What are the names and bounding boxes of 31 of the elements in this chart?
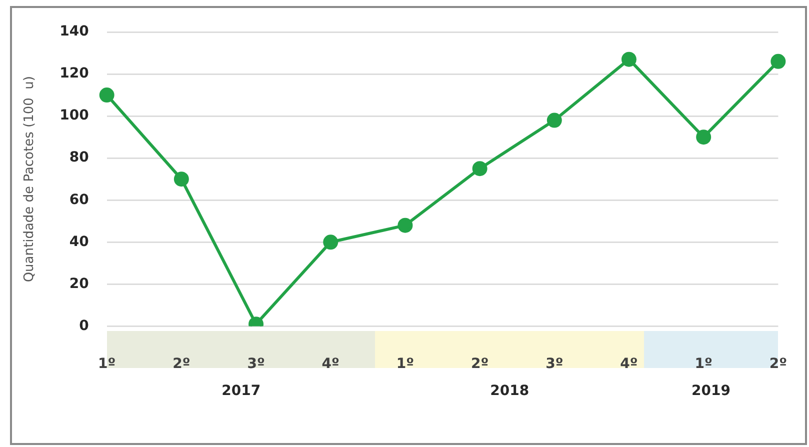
point (546, 112, 562, 128)
y-tick-label: 40 (69, 234, 90, 250)
x-tick-label: 3º (247, 356, 265, 372)
x-tick-label: 2º (470, 356, 489, 372)
y-tick-label: 140 (60, 24, 90, 40)
point (770, 54, 786, 69)
x-tick-label: 1º (98, 356, 116, 372)
point (472, 161, 488, 176)
point (621, 52, 636, 67)
y-tick-label: 20 (69, 276, 90, 292)
point (323, 234, 338, 250)
point (696, 130, 712, 145)
text: 2017 (220, 383, 262, 400)
x-tick-label: 4º (620, 356, 638, 372)
text: 2019 (690, 383, 732, 400)
y-tick-label: 0 (79, 318, 90, 334)
point (398, 218, 413, 233)
y-tick-label: 120 (60, 66, 90, 82)
y-tick-label: 100 (60, 108, 90, 124)
x-tick-label: 3º (546, 356, 564, 372)
x-tick-label: 1º (694, 356, 713, 372)
x-tick-label: 2º (172, 356, 190, 372)
point (174, 172, 189, 187)
x-tick-label: 2º (769, 356, 788, 372)
y-axis-title: Quantidade de Pacotes (100 u) (22, 76, 38, 282)
point (99, 88, 114, 103)
y-tick-label: 60 (69, 192, 90, 208)
x-tick-label: 1º (396, 356, 414, 372)
y-tick-label: 80 (69, 150, 90, 166)
x-tick-label: 4º (322, 356, 340, 372)
text: 2018 (489, 383, 530, 400)
